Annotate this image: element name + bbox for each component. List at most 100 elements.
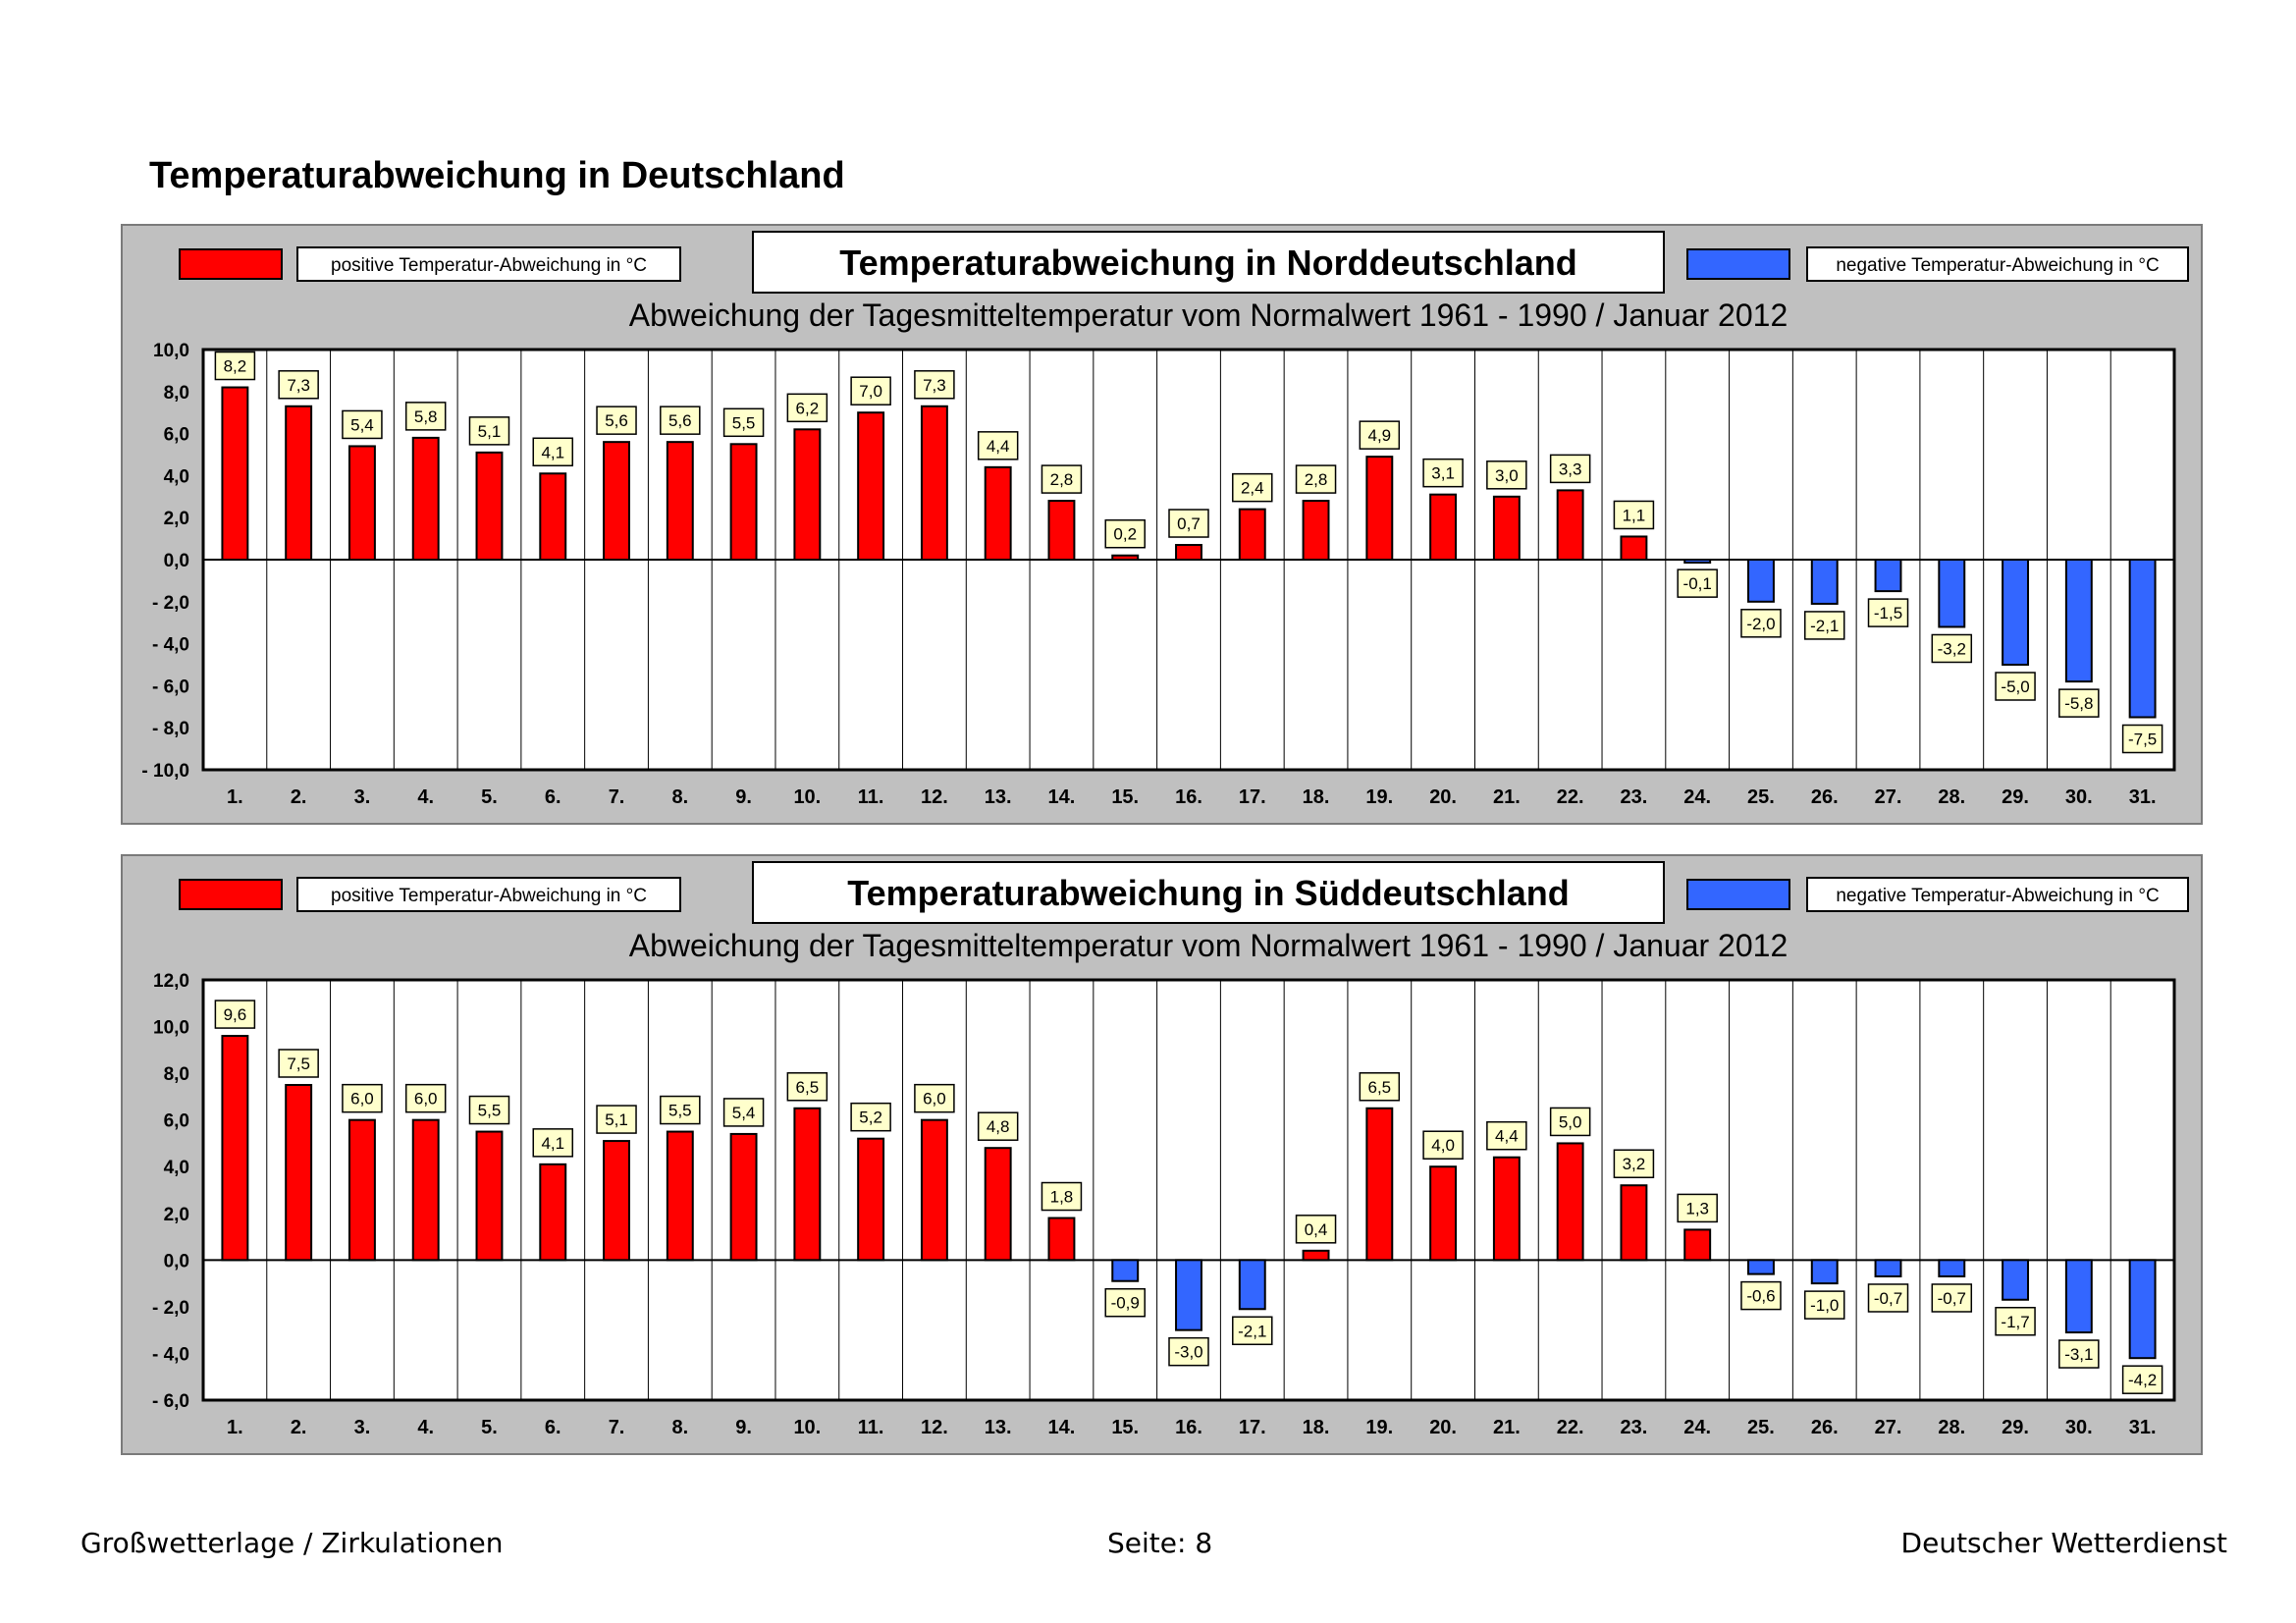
bar (1620, 535, 1648, 561)
value-label: 3,0 (1495, 466, 1519, 485)
x-tick-label: 29. (2002, 786, 2029, 808)
x-tick-label: 25. (1747, 786, 1775, 808)
value-label-box (468, 1095, 510, 1125)
value-label-box (1995, 1307, 2036, 1336)
x-tick-label: 17. (1239, 1417, 1266, 1438)
value-label: 4,1 (541, 1134, 564, 1153)
footer-page-number: Seite: 8 (1107, 1527, 1213, 1559)
value-label-box (2121, 724, 2163, 754)
x-tick-label: 30. (2065, 1417, 2093, 1438)
value-label-box (1549, 1107, 1591, 1137)
value-label-box (660, 406, 701, 435)
x-tick-label: 19. (1365, 786, 1393, 808)
footer-left: Großwetterlage / Zirkulationen (80, 1527, 504, 1559)
value-label: -5,0 (2001, 677, 2029, 696)
bar (984, 465, 1012, 561)
bar (1302, 500, 1330, 561)
value-label: -5,8 (2064, 694, 2093, 713)
value-label: 0,7 (1177, 514, 1201, 533)
x-tick-label: 24. (1683, 786, 1711, 808)
value-label: 7,5 (287, 1055, 310, 1073)
value-label-box (1104, 1287, 1146, 1318)
value-label: 3,3 (1559, 460, 1582, 478)
value-label-box (1359, 1072, 1401, 1102)
bar (2064, 1259, 2093, 1334)
x-tick-label: 21. (1493, 786, 1521, 808)
value-label-box (1104, 518, 1146, 549)
bar (1683, 1228, 1712, 1262)
x-tick-label: 3. (354, 786, 371, 808)
value-label-box (914, 1083, 955, 1113)
value-label-box (786, 393, 828, 423)
value-label: 0,2 (1113, 525, 1137, 544)
value-label: 1,3 (1685, 1199, 1709, 1217)
chart-title: Temperaturabweichung in Norddeutschland (839, 243, 1576, 283)
bar (2002, 1259, 2030, 1301)
value-label-box (404, 402, 447, 431)
value-label-box (1803, 611, 1845, 640)
value-label: 7,0 (859, 382, 882, 401)
bar (1047, 1217, 1076, 1262)
bar (1938, 559, 1966, 628)
x-tick-label: 9. (735, 1417, 752, 1438)
value-label: 7,3 (287, 376, 310, 395)
value-label-box (596, 1105, 637, 1134)
x-tick-label: 14. (1048, 1417, 1076, 1438)
x-tick-label: 20. (1429, 786, 1457, 808)
value-label: 4,0 (1431, 1136, 1455, 1155)
x-tick-label: 3. (354, 1417, 371, 1438)
y-tick-label: - 6,0 (152, 676, 189, 697)
value-label-box (977, 431, 1019, 460)
value-label-box (2058, 688, 2100, 718)
value-label: 4,4 (1495, 1127, 1519, 1146)
bar (920, 405, 948, 561)
value-label: 4,1 (541, 443, 564, 461)
x-tick-label: 15. (1111, 786, 1139, 808)
x-tick-label: 10. (793, 1417, 821, 1438)
x-tick-label: 2. (291, 1417, 307, 1438)
bar (729, 443, 758, 561)
x-tick-label: 23. (1621, 786, 1648, 808)
x-tick-label: 1. (227, 786, 243, 808)
value-label: -1,5 (1874, 604, 1902, 622)
value-label-box (1168, 1336, 1209, 1367)
footer-right: Deutscher Wetterdienst (1900, 1527, 2227, 1559)
bar (285, 1084, 313, 1262)
value-label-box (342, 409, 383, 440)
bar (1874, 559, 1902, 593)
value-label-box (404, 1083, 447, 1113)
y-tick-label: - 10,0 (141, 761, 189, 782)
value-label: -0,6 (1746, 1287, 1775, 1306)
bar (1175, 1259, 1202, 1331)
bar (1556, 489, 1584, 562)
x-tick-label: 7. (609, 786, 625, 808)
x-tick-label: 5. (481, 1417, 498, 1438)
value-label: 2,8 (1305, 470, 1328, 489)
value-label: 5,6 (668, 411, 692, 430)
bar (1365, 1107, 1394, 1262)
value-label-box (1995, 672, 2036, 701)
value-label: -0,7 (1874, 1289, 1902, 1308)
value-label-box (1740, 609, 1782, 638)
value-label: -2,0 (1746, 615, 1775, 633)
value-label: 1,1 (1623, 506, 1646, 524)
bar (1747, 1259, 1775, 1275)
value-label-box (977, 1111, 1019, 1141)
bar (984, 1147, 1012, 1262)
value-label: -3,1 (2064, 1345, 2093, 1364)
x-tick-label: 21. (1493, 1417, 1521, 1438)
value-label-box (914, 370, 955, 400)
value-label-box (1232, 1316, 1273, 1346)
bar (920, 1118, 948, 1262)
bar (666, 441, 694, 561)
value-label: 9,6 (224, 1005, 247, 1024)
value-label: 6,2 (796, 399, 820, 417)
x-tick-label: 26. (1811, 786, 1839, 808)
value-label-box (1613, 500, 1655, 530)
bar (411, 436, 440, 562)
value-label-box (468, 416, 510, 446)
value-label-box (786, 1072, 828, 1102)
value-label-box (1931, 633, 1973, 664)
x-tick-label: 5. (481, 786, 498, 808)
legend-negative-swatch (1686, 879, 1790, 910)
